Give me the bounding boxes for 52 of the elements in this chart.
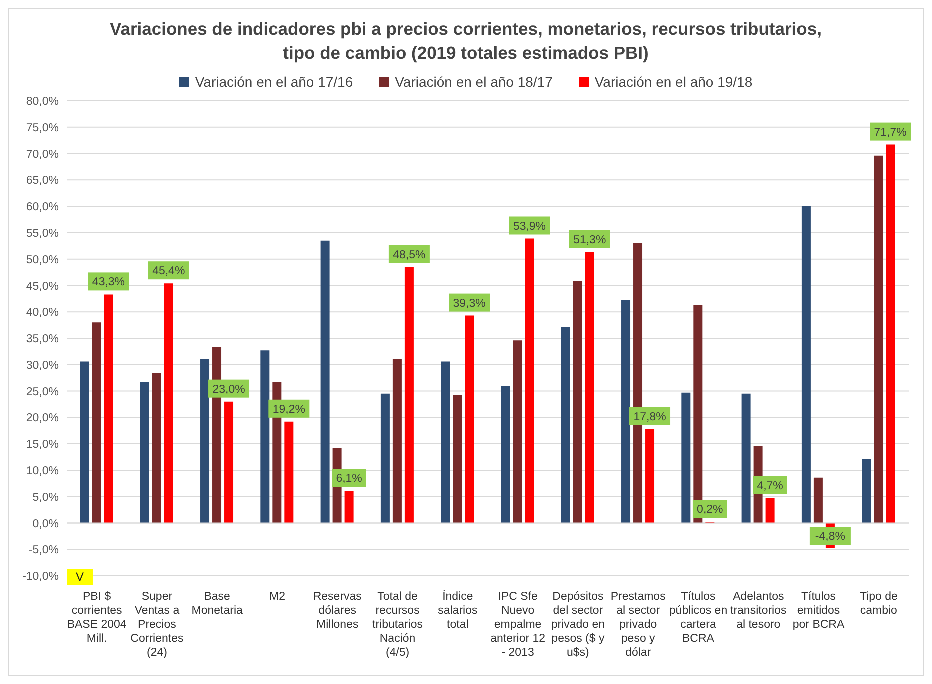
annotation: V [67, 569, 94, 585]
x-tick-label: Títulos públicos en cartera BCRA [669, 591, 728, 645]
y-tick-label: -5,0% [28, 544, 59, 557]
y-tick-label: 35,0% [26, 334, 59, 346]
data-label: 71,7% [874, 126, 907, 139]
y-tick-label: 60,0% [26, 202, 59, 214]
y-tick-label: 0,0% [32, 518, 59, 530]
x-tick-label: Tipo de cambio [860, 591, 898, 617]
y-tick-label: 80,0% [26, 96, 59, 108]
chart-title: Variaciones de indicadores pbi a precios corrientes, monetarios, recursos tributarios, tipo de cambio (2019 totales estimados PBI) [109, 18, 823, 65]
y-tick-label: 40,0% [26, 307, 59, 320]
x-tick-label: Adelantos transitorios al tesoro [730, 591, 788, 631]
y-tick-label: 20,0% [26, 412, 59, 425]
data-label: 6,1% [336, 473, 362, 486]
x-tick-label: Índice salarios total [438, 590, 478, 631]
data-label: 23,0% [212, 384, 246, 396]
x-tick-label: Base Monetaria [192, 591, 244, 617]
y-tick-label: 10,0% [26, 466, 59, 478]
legend-label: Variación en el año 17/16 [194, 74, 354, 90]
y-tick-label: 65,0% [26, 175, 59, 188]
x-tick-label: IPC Sfe Nuevo empalme anterior 12 - 2013 [490, 591, 546, 659]
data-label: -4,8% [815, 531, 846, 544]
data-label: 39,3% [453, 298, 486, 310]
y-tick-label: 70,0% [26, 148, 59, 161]
x-tick-label: Depósitos del sector privado en pesos ($ y u$s) [551, 591, 606, 659]
x-tick-label: Super Ventas a Precios Corrientes (24) [130, 591, 184, 659]
y-tick-label: 55,0% [26, 228, 59, 240]
y-tick-label: 75,0% [26, 122, 59, 134]
data-label: 53,9% [513, 220, 546, 233]
x-tick-label: Prestamos al sector privado peso y dólar [610, 591, 666, 659]
x-tick-label: Reservas dólares Millones [313, 591, 362, 631]
y-tick-label: -10,0% [22, 571, 59, 584]
x-tick-label: PBI $ corrientes BASE 2004 Mill. [67, 591, 128, 645]
y-tick-label: 45,0% [26, 280, 59, 293]
x-tick-label: M2 [270, 591, 286, 603]
y-tick-label: 5,0% [32, 492, 59, 504]
data-label: 17,8% [634, 411, 666, 424]
data-label: 0,2% [697, 504, 724, 516]
data-label: 48,5% [393, 249, 426, 262]
data-label: 45,4% [152, 266, 186, 278]
data-label: 43,3% [92, 276, 126, 289]
y-tick-label: 25,0% [26, 386, 59, 398]
x-tick-label: Total de recursos tributarios Nación (4/5) [372, 591, 424, 659]
y-tick-label: 30,0% [26, 360, 59, 372]
x-tick-label: Títulos emitidos por BCRA [792, 591, 845, 631]
legend-label: Variación en el año 19/18 [594, 74, 753, 90]
y-tick-label: 15,0% [26, 439, 59, 452]
data-label: 51,3% [574, 234, 606, 246]
data-label: 19,2% [272, 404, 306, 416]
data-label: 4,7% [757, 480, 784, 492]
legend-label: Variación en el año 18/17 [394, 74, 553, 90]
y-tick-label: 50,0% [26, 254, 59, 266]
